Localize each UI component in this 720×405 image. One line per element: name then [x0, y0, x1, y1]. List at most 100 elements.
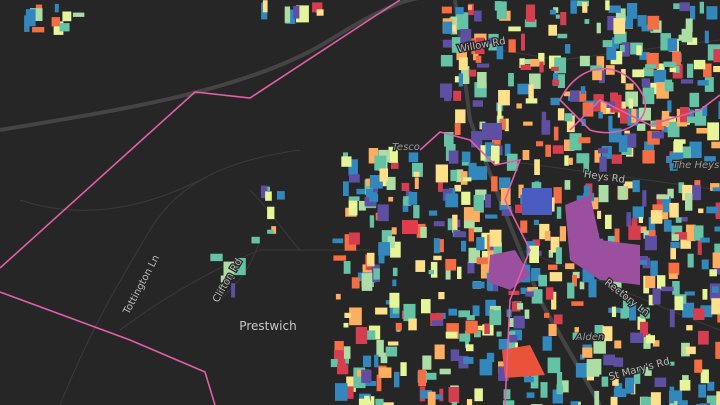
building — [452, 214, 458, 233]
building — [582, 2, 588, 13]
building — [680, 79, 694, 84]
building — [647, 15, 660, 30]
building — [476, 257, 488, 265]
building — [343, 386, 354, 399]
building — [653, 69, 667, 85]
building — [474, 10, 482, 22]
building — [485, 194, 491, 208]
building — [504, 143, 511, 156]
building — [704, 77, 714, 92]
road — [119, 249, 370, 331]
building — [598, 185, 609, 203]
building — [572, 332, 582, 340]
building — [537, 250, 542, 256]
building — [335, 383, 348, 401]
building — [594, 325, 604, 339]
building — [475, 37, 485, 55]
building — [557, 108, 565, 121]
building — [703, 63, 712, 78]
building — [713, 264, 720, 275]
building — [334, 341, 344, 358]
building — [643, 328, 648, 334]
building — [714, 226, 720, 232]
building — [654, 377, 667, 387]
building — [262, 0, 268, 13]
building — [552, 389, 563, 404]
building — [414, 177, 419, 189]
building — [72, 12, 85, 17]
building — [432, 317, 444, 326]
building — [674, 65, 680, 73]
building — [51, 17, 60, 27]
building — [496, 331, 502, 337]
ward-boundary — [0, 291, 216, 405]
building — [601, 376, 609, 387]
building — [427, 391, 436, 405]
building — [594, 390, 600, 405]
building — [387, 341, 399, 346]
building — [402, 220, 418, 234]
building — [267, 206, 275, 220]
street-label: Alden — [575, 332, 604, 343]
building — [706, 206, 719, 214]
building — [645, 276, 656, 289]
building — [388, 196, 394, 202]
building — [614, 340, 622, 349]
building — [572, 275, 577, 287]
building — [553, 187, 562, 204]
building — [614, 31, 627, 44]
building — [685, 193, 693, 211]
building — [682, 184, 693, 201]
building — [650, 392, 661, 405]
building — [267, 229, 274, 234]
building — [663, 61, 677, 67]
building — [434, 344, 445, 360]
building — [642, 190, 647, 207]
building — [531, 289, 543, 304]
building — [694, 180, 701, 188]
building — [564, 139, 575, 151]
building — [626, 212, 632, 227]
building — [377, 204, 389, 222]
building — [694, 359, 703, 373]
building — [395, 322, 402, 331]
building — [689, 141, 702, 158]
building — [639, 51, 650, 60]
building — [447, 218, 452, 231]
building — [645, 64, 657, 69]
building — [693, 308, 705, 320]
building — [439, 368, 451, 375]
building — [373, 268, 380, 280]
building — [465, 320, 478, 334]
building — [508, 73, 514, 87]
building — [426, 372, 437, 380]
building — [369, 193, 379, 202]
building — [697, 80, 709, 86]
building — [709, 269, 717, 277]
building — [636, 256, 648, 261]
building — [567, 282, 575, 299]
building — [477, 325, 485, 331]
building — [520, 220, 528, 233]
building — [458, 310, 470, 318]
building — [608, 5, 621, 13]
building — [636, 226, 647, 233]
building — [641, 78, 650, 88]
building — [375, 398, 384, 405]
building — [525, 4, 536, 22]
building — [361, 369, 372, 384]
building — [443, 21, 453, 34]
building — [337, 364, 349, 375]
building — [636, 45, 642, 56]
building — [638, 217, 643, 223]
building — [434, 394, 442, 400]
building — [468, 247, 480, 264]
building — [576, 153, 590, 164]
building — [656, 193, 667, 208]
building — [461, 66, 470, 84]
building — [671, 225, 683, 236]
building — [54, 3, 59, 13]
building — [678, 34, 686, 41]
building — [565, 44, 571, 54]
building — [376, 374, 382, 392]
